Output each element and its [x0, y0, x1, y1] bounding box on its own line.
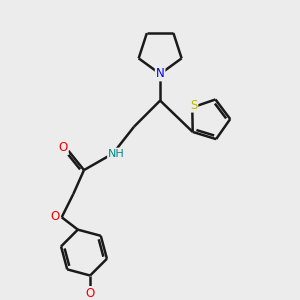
Text: NH: NH	[108, 148, 125, 159]
Text: O: O	[51, 211, 60, 224]
Text: O: O	[58, 141, 68, 154]
Text: N: N	[156, 68, 164, 80]
Text: O: O	[85, 287, 95, 300]
Text: S: S	[190, 99, 197, 112]
